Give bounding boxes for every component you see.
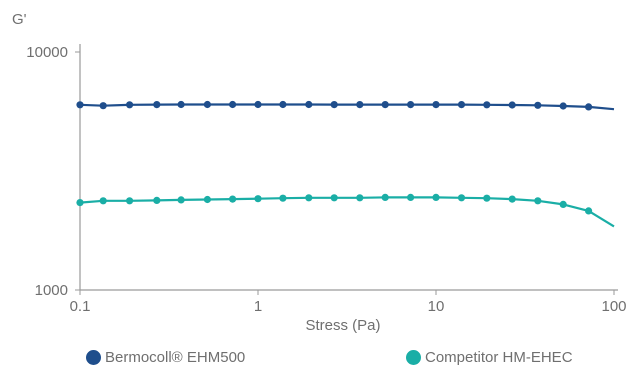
y-tick-label: 10000: [26, 44, 68, 61]
data-point-1-6: [229, 195, 237, 203]
axes: [79, 44, 618, 291]
data-point-1-14: [432, 193, 440, 201]
data-point-1-8: [279, 194, 287, 202]
legend-swatch-competitor: [406, 350, 421, 365]
data-point-1-4: [177, 196, 185, 204]
data-point-1-13: [407, 193, 415, 201]
data-point-1-9: [305, 194, 313, 202]
data-point-0-12: [381, 101, 389, 109]
data-point-1-12: [381, 193, 389, 201]
data-point-0-19: [559, 102, 567, 110]
data-point-0-11: [356, 101, 364, 109]
data-point-0-0: [76, 101, 84, 109]
legend-label-bermocoll: Bermocoll® EHM500: [105, 349, 246, 366]
y-tick-label: 1000: [35, 282, 68, 299]
x-tick-label: 1: [254, 298, 262, 315]
legend-item-bermocoll: Bermocoll® EHM500: [86, 349, 245, 366]
series-layer: [76, 100, 615, 228]
data-point-0-6: [229, 100, 237, 109]
x-tick-label: 100: [601, 298, 626, 315]
data-point-0-3: [153, 101, 161, 109]
data-point-0-5: [203, 100, 211, 109]
legend-swatch-bermocoll: [86, 350, 101, 365]
tick-layer: 0.1 1 10 100 1000 10000: [26, 44, 626, 315]
data-point-1-10: [330, 194, 338, 202]
data-point-0-8: [279, 100, 287, 109]
data-point-0-9: [305, 100, 313, 109]
data-point-0-18: [534, 101, 542, 109]
series-line-0: [79, 103, 615, 111]
data-point-0-1: [99, 102, 107, 110]
data-point-1-18: [534, 197, 542, 205]
y-axis-title: G': [12, 11, 27, 28]
data-point-1-11: [356, 194, 364, 202]
legend-label-competitor: Competitor HM-EHEC: [425, 349, 573, 366]
data-point-0-15: [457, 101, 466, 109]
legend-item-competitor: Competitor HM-EHEC: [406, 349, 573, 366]
x-tick-label: 10: [428, 298, 445, 315]
x-tick-label: 0.1: [70, 298, 91, 315]
data-point-0-16: [483, 101, 491, 109]
data-point-1-16: [483, 194, 491, 202]
data-point-0-14: [432, 101, 440, 109]
data-point-0-4: [177, 100, 185, 109]
data-point-0-13: [407, 101, 415, 109]
data-point-1-17: [508, 195, 516, 203]
data-point-0-7: [254, 100, 262, 109]
data-point-1-0: [76, 199, 84, 207]
data-point-0-20: [585, 103, 593, 111]
data-point-1-3: [153, 196, 161, 204]
data-point-1-1: [99, 197, 107, 205]
series-line-1: [79, 196, 615, 228]
data-point-0-17: [508, 101, 516, 109]
data-point-1-15: [457, 194, 466, 202]
data-point-1-7: [254, 195, 262, 203]
data-point-1-19: [559, 200, 567, 208]
x-axis-title: Stress (Pa): [305, 317, 380, 334]
data-point-1-5: [203, 195, 211, 204]
data-point-0-2: [126, 101, 134, 109]
data-point-1-2: [126, 197, 134, 205]
data-point-1-20: [585, 207, 593, 215]
data-point-0-10: [330, 101, 338, 109]
